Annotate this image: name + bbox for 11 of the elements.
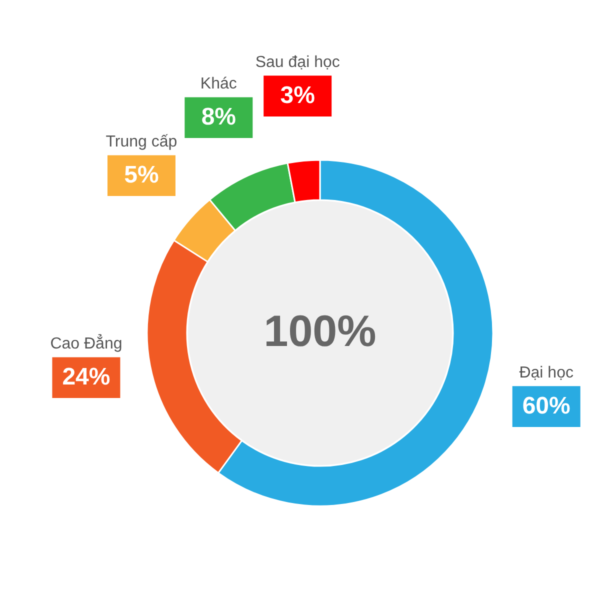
text: 100% [264, 307, 376, 356]
slice-label: Đại học [519, 364, 574, 382]
slice-label: Trung cấp [106, 134, 178, 151]
data-label: 8% [201, 104, 236, 131]
data-label: 3% [280, 82, 315, 110]
slice-label: Sau đại học [255, 54, 340, 72]
data-label: 24% [62, 364, 110, 391]
data-label: 5% [124, 162, 159, 189]
slice-label: Khác [200, 76, 237, 93]
slice-label: Cao Đẳng [50, 334, 122, 353]
data-label: 60% [522, 392, 570, 420]
